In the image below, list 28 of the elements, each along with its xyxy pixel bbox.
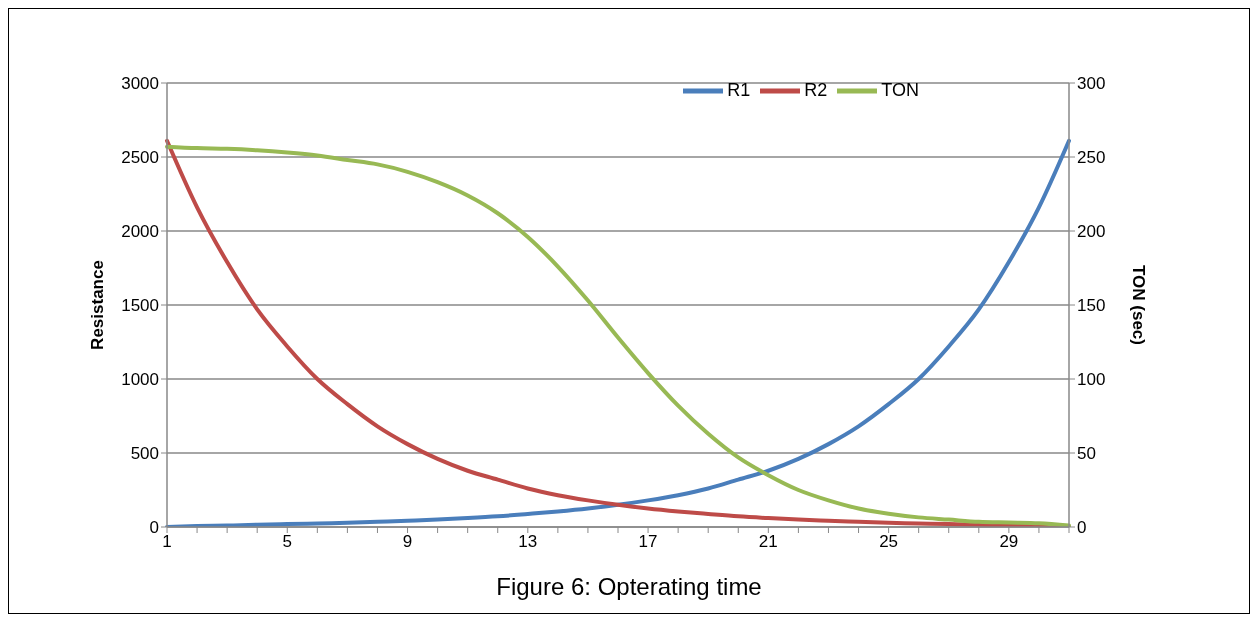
y-tick-label: 2000 bbox=[121, 222, 159, 242]
y2-tick-label: 200 bbox=[1077, 222, 1106, 242]
text: Figure 6: Opterating time bbox=[495, 573, 763, 601]
y-tick-label: 500 bbox=[130, 444, 159, 464]
y-axis-title: Resistance bbox=[88, 260, 108, 350]
x-tick-label: 5 bbox=[282, 532, 292, 552]
y2-tick-label: 50 bbox=[1077, 444, 1096, 464]
y-tick-label: 2500 bbox=[121, 148, 159, 168]
x-tick-label: 17 bbox=[638, 532, 658, 552]
y-tick-label: 1000 bbox=[121, 370, 159, 390]
y2-tick-label: 250 bbox=[1077, 148, 1106, 168]
x-tick-label: 9 bbox=[402, 532, 413, 552]
y2-axis-title: TON (sec) bbox=[1128, 265, 1148, 345]
y2-tick-label: 100 bbox=[1077, 370, 1106, 390]
y2-tick-label: 150 bbox=[1077, 296, 1106, 316]
x-tick-label: 29 bbox=[999, 532, 1019, 552]
y-tick-label: 1500 bbox=[121, 296, 159, 316]
x-tick-label: 21 bbox=[758, 532, 778, 552]
legend-label: R2 bbox=[804, 79, 828, 100]
x-tick-label: 1 bbox=[162, 532, 172, 552]
x-tick-label: 13 bbox=[518, 532, 538, 552]
y2-tick-label: 300 bbox=[1077, 74, 1106, 94]
y2-tick-label: 0 bbox=[1077, 518, 1087, 538]
legend-label: R1 bbox=[727, 79, 751, 100]
x-tick-label: 25 bbox=[879, 532, 899, 552]
legend-label: TON bbox=[881, 79, 919, 100]
y-tick-label: 0 bbox=[149, 518, 159, 538]
y-tick-label: 3000 bbox=[121, 74, 159, 94]
